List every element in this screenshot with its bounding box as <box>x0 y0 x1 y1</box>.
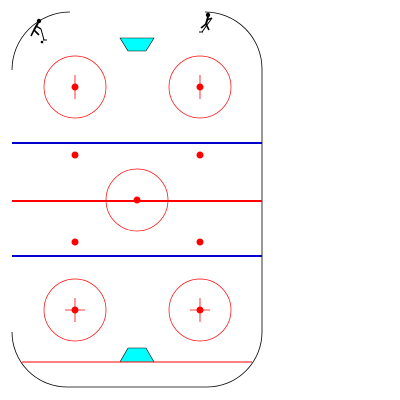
faceoff-dot <box>196 306 204 314</box>
bottom-right-faceoff-circle <box>168 278 232 342</box>
top-left-faceoff-circle <box>43 55 107 119</box>
neutral-dot-top-left <box>71 151 79 159</box>
rink-boards <box>11 11 263 388</box>
faceoff-dot <box>71 83 79 91</box>
neutral-dot-top-right <box>196 151 204 159</box>
faceoff-dot <box>71 306 79 314</box>
top-goal-crease <box>119 37 155 52</box>
bottom-left-faceoff-circle <box>43 278 107 342</box>
center-faceoff-circle <box>105 168 169 232</box>
neutral-dot-bottom-right <box>196 238 204 246</box>
faceoff-dot <box>196 83 204 91</box>
bottom-goal-crease <box>119 347 155 363</box>
hockey-player-icon <box>30 18 47 44</box>
neutral-dot-bottom-left <box>71 238 79 246</box>
top-right-faceoff-circle <box>168 55 232 119</box>
hockey-player-icon <box>199 12 213 33</box>
center-faceoff-dot <box>133 196 141 204</box>
